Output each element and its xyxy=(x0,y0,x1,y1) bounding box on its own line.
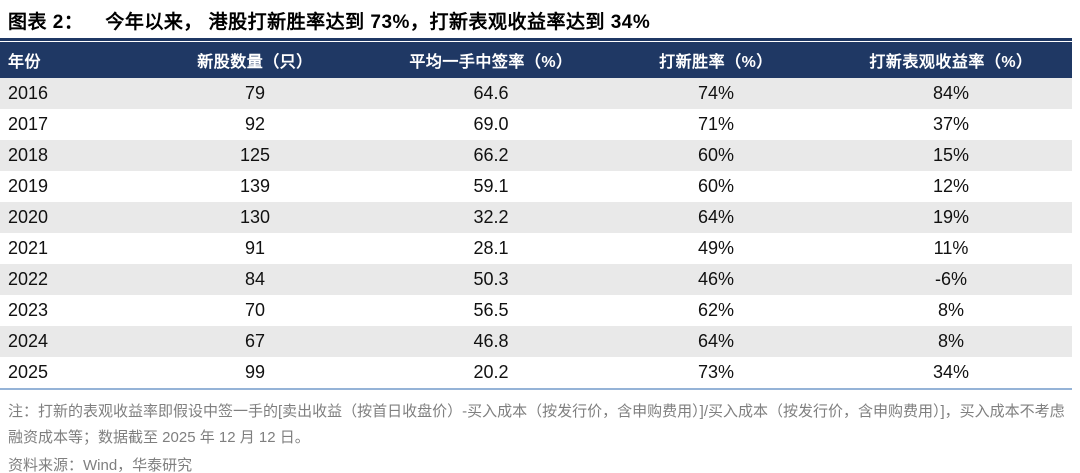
year-cell: 2016 xyxy=(8,83,49,103)
source-line: 资料来源：Wind，华泰研究 xyxy=(8,456,193,473)
value-cell: 69.0 xyxy=(473,114,509,134)
table-row: 2024 67 46.8 64% 8% xyxy=(0,326,1072,357)
value-cell: 73% xyxy=(697,362,735,382)
value-cell: 91 xyxy=(244,238,266,258)
value-cell: 71% xyxy=(697,114,735,134)
column-header-2: 平均一手中签率（%） xyxy=(380,42,602,78)
value-cell: 50.3 xyxy=(473,269,509,289)
value-cell: 62% xyxy=(697,300,735,320)
figure-label: 图表 2： xyxy=(8,12,84,33)
table-row: 2016 79 64.6 74% 84% xyxy=(0,78,1072,109)
value-cell: 8% xyxy=(937,300,964,320)
year-cell: 2018 xyxy=(8,145,49,165)
column-header-3: 打新胜率（%） xyxy=(602,42,830,78)
table-row: 2025 99 20.2 73% 34% xyxy=(0,357,1072,389)
value-cell: 79 xyxy=(244,83,266,103)
value-cell: 34% xyxy=(932,362,970,382)
value-cell: 49% xyxy=(697,238,735,258)
column-header-4: 打新表观收益率（%） xyxy=(830,42,1072,78)
figure-title-text: 今年以来， 港股打新胜率达到 73%，打新表观收益率达到 34% xyxy=(105,12,651,33)
table-row: 2019 139 59.1 60% 12% xyxy=(0,171,1072,202)
value-cell: 46.8 xyxy=(473,331,509,351)
footnote: 注：打新的表观收益率即假设中签一手的[卖出收益（按首日收盘价）-买入成本（按发行… xyxy=(8,403,1065,447)
ipo-stats-table: 年份 新股数量（只） 平均一手中签率（%） 打新胜率（%） 打新表观收益率（%） 201… xyxy=(0,42,1072,390)
column-header-1: 新股数量（只） xyxy=(130,42,380,78)
value-cell: 84 xyxy=(244,269,266,289)
value-cell: 32.2 xyxy=(473,207,509,227)
value-cell: 37% xyxy=(932,114,970,134)
table-body: 2016 79 64.6 74% 84% 2017 92 69.0 71% 37% 2018 125 6… xyxy=(0,78,1072,389)
value-cell: 84% xyxy=(932,83,970,103)
value-cell: 8% xyxy=(937,331,964,351)
value-cell: 19% xyxy=(932,207,970,227)
value-cell: 64.6 xyxy=(473,83,509,103)
header-row: 年份 新股数量（只） 平均一手中签率（%） 打新胜率（%） 打新表观收益率（%） xyxy=(0,42,1072,78)
year-cell: 2020 xyxy=(8,207,49,227)
value-cell: 64% xyxy=(697,331,735,351)
value-cell: 130 xyxy=(239,207,271,227)
value-cell: 139 xyxy=(239,176,271,196)
value-cell: 12% xyxy=(932,176,970,196)
value-cell: 59.1 xyxy=(473,176,509,196)
value-cell: 60% xyxy=(697,176,735,196)
year-cell: 2024 xyxy=(8,331,49,351)
value-cell: 66.2 xyxy=(473,145,509,165)
value-cell: 125 xyxy=(239,145,271,165)
value-cell: 60% xyxy=(697,145,735,165)
table-row: 2021 91 28.1 49% 11% xyxy=(0,233,1072,264)
year-cell: 2021 xyxy=(8,238,49,258)
title-rule xyxy=(0,38,1072,41)
value-cell: 11% xyxy=(933,238,969,258)
table-row: 2022 84 50.3 46% -6% xyxy=(0,264,1072,295)
year-cell: 2022 xyxy=(8,269,49,289)
value-cell: 20.2 xyxy=(473,362,509,382)
value-cell: 99 xyxy=(244,362,266,382)
year-cell: 2017 xyxy=(8,114,49,134)
table-row: 2017 92 69.0 71% 37% xyxy=(0,109,1072,140)
value-cell: 28.1 xyxy=(473,238,509,258)
value-cell: 67 xyxy=(244,331,266,351)
table-row: 2020 130 32.2 64% 19% xyxy=(0,202,1072,233)
year-cell: 2019 xyxy=(8,176,49,196)
value-cell: 70 xyxy=(244,300,266,320)
value-cell: 64% xyxy=(697,207,735,227)
column-header-0: 年份 xyxy=(0,42,130,78)
value-cell: 46% xyxy=(697,269,735,289)
value-cell: 56.5 xyxy=(473,300,509,320)
value-cell: 92 xyxy=(244,114,266,134)
table-row: 2023 70 56.5 62% 8% xyxy=(0,295,1072,326)
figure-title: 图表 2： 今年以来， 港股打新胜率达到 73%，打新表观收益率达到 34% xyxy=(0,0,1080,34)
value-cell: 74% xyxy=(697,83,735,103)
year-cell: 2025 xyxy=(8,362,49,382)
table-header: 年份 新股数量（只） 平均一手中签率（%） 打新胜率（%） 打新表观收益率（%） xyxy=(0,42,1072,78)
year-cell: 2023 xyxy=(8,300,49,320)
value-cell: 15% xyxy=(932,145,970,165)
value-cell: -6% xyxy=(934,269,967,289)
table-row: 2018 125 66.2 60% 15% xyxy=(0,140,1072,171)
